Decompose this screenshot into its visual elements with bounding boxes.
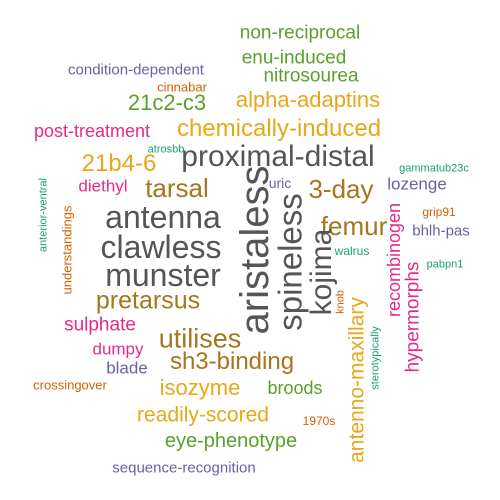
- word-recombinogen: recombinogen: [384, 202, 404, 318]
- word-sh3-binding: sh3-binding: [169, 348, 295, 375]
- word-uric: uric: [268, 175, 292, 191]
- word-femur: femur: [320, 211, 388, 241]
- word-chemically-induced: chemically-induced: [176, 115, 382, 142]
- word-enu-induced: enu-induced: [241, 47, 347, 69]
- word-sequence-recognition: sequence-recognition: [112, 459, 256, 477]
- word-utilises: utilises: [158, 323, 242, 354]
- word-bhlh-pas: bhlh-pas: [412, 222, 470, 240]
- word-understandings: understandings: [59, 205, 75, 295]
- word-grip91: grip91: [422, 205, 456, 219]
- word-diethyl: diethyl: [78, 176, 128, 196]
- word-readily-scored: readily-scored: [137, 403, 269, 427]
- word-cinnabar: cinnabar: [157, 79, 207, 95]
- word-clawless: clawless: [100, 229, 222, 265]
- word-dumpy: dumpy: [92, 339, 144, 359]
- word-eye-phenotype: eye-phenotype: [164, 430, 298, 452]
- word-pabpn1: pabpn1: [426, 258, 464, 271]
- word-antenna: antenna: [105, 199, 221, 235]
- word-non-reciprocal: non-reciprocal: [239, 22, 361, 44]
- word-condition-dependent: condition-dependent: [68, 61, 204, 79]
- word-21c2-c3: 21c2-c3: [127, 90, 207, 115]
- word-sterotypically: sterotypically: [369, 326, 382, 390]
- word-alpha-adaptins: alpha-adaptins: [235, 87, 381, 112]
- word-21b4-6: 21b4-6: [81, 150, 157, 177]
- word-kojima: kojima: [305, 228, 338, 316]
- word-1970s: 1970s: [302, 414, 336, 428]
- word-munster: munster: [105, 257, 221, 293]
- word-sulphate: sulphate: [64, 314, 136, 336]
- word-blade: blade: [106, 358, 148, 378]
- word-aristaless: aristaless: [233, 165, 277, 335]
- word-nitrosourea: nitrosourea: [263, 65, 359, 87]
- word-post-treatment: post-treatment: [33, 121, 151, 141]
- word-gammatub23c: gammatub23c: [399, 162, 469, 175]
- word-atrosbb: atrosbb: [147, 143, 185, 156]
- word-crossingover: crossingover: [33, 377, 107, 393]
- word-isozyme: isozyme: [159, 375, 241, 400]
- word-pretarsus: pretarsus: [95, 286, 201, 315]
- word-3-day: 3-day: [308, 174, 374, 204]
- word-walrus: walrus: [334, 244, 370, 258]
- word-lozenge: lozenge: [387, 174, 447, 194]
- word-tarsal: tarsal: [145, 173, 209, 203]
- word-hypermorphs: hypermorphs: [402, 261, 424, 373]
- word-broods: broods: [267, 378, 323, 398]
- word-proximal-distal: proximal-distal: [181, 140, 375, 173]
- word-spineless: spineless: [271, 193, 309, 331]
- word-antenno-maxillary: antenno-maxillary: [345, 297, 369, 463]
- word-anterior-ventral: anterior-ventral: [37, 178, 50, 252]
